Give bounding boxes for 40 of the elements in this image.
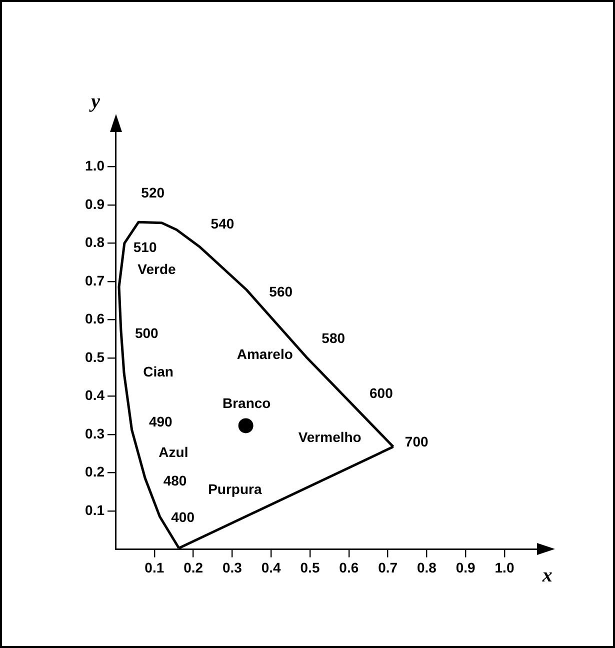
annotation: Branco — [222, 394, 271, 411]
y-tick-label: 1.0 — [85, 158, 105, 174]
annotation: 510 — [133, 239, 157, 256]
annotation: 700 — [404, 433, 428, 450]
x-tick-label: 0.8 — [416, 560, 437, 576]
x-tick-label: 0.5 — [300, 560, 320, 576]
annotation: 480 — [163, 472, 187, 488]
x-tick-label: 1.0 — [494, 560, 514, 576]
y-tick-label: 0.4 — [85, 387, 105, 404]
annotation: Amarelo — [236, 346, 293, 362]
annotation: 600 — [370, 384, 394, 401]
y-tick-label: 0.8 — [85, 234, 105, 250]
x-tick-label: 0.2 — [184, 560, 204, 576]
x-tick-label: 0.7 — [378, 560, 398, 576]
annotation: 490 — [148, 414, 173, 430]
annotation: 540 — [210, 216, 234, 232]
y-tick-label: 0.7 — [85, 272, 105, 288]
annotation: 520 — [141, 184, 165, 200]
annotation: 500 — [134, 325, 159, 342]
annotation: 580 — [322, 330, 346, 346]
annotation: 400 — [171, 509, 195, 526]
x-tick-label: 0.4 — [261, 560, 282, 576]
y-tick-label: 0.9 — [85, 196, 105, 212]
annotation: Purpura — [208, 480, 262, 497]
y-tick-label: 0.5 — [85, 348, 105, 365]
y-tick-label: 0.1 — [85, 502, 105, 518]
annotation: Cian — [143, 363, 174, 380]
y-tick-label: 0.6 — [85, 310, 105, 327]
annotation: Vermelho — [298, 429, 362, 446]
annotation: Verde — [138, 260, 176, 277]
annotation: 560 — [269, 283, 293, 300]
x-tick-label: 0.3 — [222, 560, 242, 576]
x-tick-label: 0.6 — [339, 560, 359, 576]
y-axis-title: y — [89, 90, 100, 113]
x-tick-label: 0.1 — [144, 560, 164, 576]
y-tick-label: 0.3 — [85, 425, 105, 442]
x-axis-title: x — [541, 564, 552, 586]
x-tick-label: 0.9 — [456, 560, 476, 576]
annotation: Azul — [158, 444, 188, 460]
y-tick-label: 0.2 — [85, 464, 105, 480]
